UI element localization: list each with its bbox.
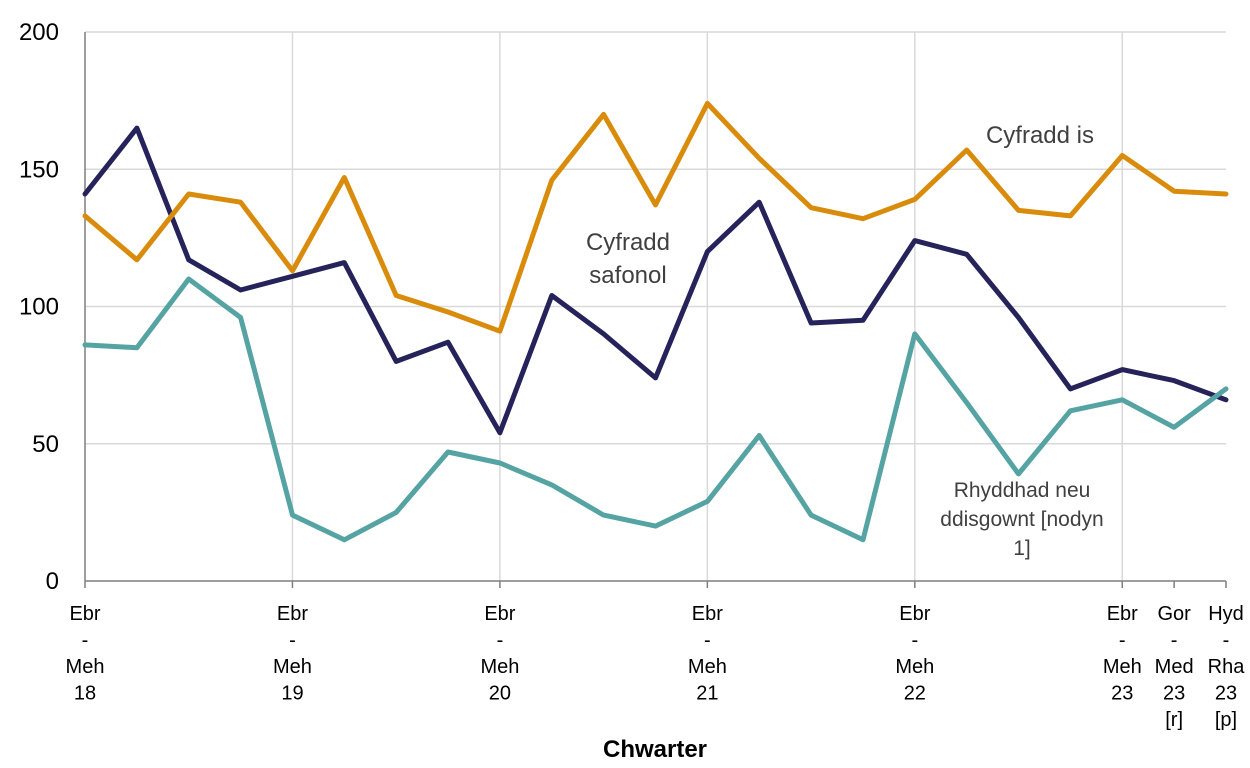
y-tick-label: 50	[32, 431, 59, 458]
y-tick-label: 0	[46, 568, 59, 595]
series-label-rhyddhad-neu-ddisgownt-nodyn-1: Rhyddhad neu ddisgownt [nodyn 1]	[940, 479, 1103, 560]
series-lines	[82, 100, 1229, 543]
x-tick-label: Ebr -Meh 21	[688, 603, 727, 705]
x-tick-label: Ebr -Meh 23	[1103, 603, 1142, 705]
x-tick-label: Gor -Med 23 [r]	[1155, 603, 1194, 731]
series-label-cyfradd-is: Cyfradd is	[986, 122, 1094, 149]
series-labels: Cyfradd safonol Cyfradd is Rhyddhad neu ddis…	[586, 122, 1104, 560]
series-line-cyfradd-is	[82, 100, 1229, 334]
series-line-rhyddhad-neu-ddisgownt-nodyn-1	[82, 276, 1229, 543]
x-tick-label: Ebr -Meh 19	[273, 603, 312, 705]
y-axis-tick-labels: 0 50 100 150 200	[19, 19, 59, 595]
x-tick-label: Ebr -Meh 22	[895, 603, 934, 705]
axes	[84, 32, 1227, 588]
y-tick-label: 150	[19, 156, 59, 183]
gridlines	[85, 31, 1226, 581]
x-tick-label: Ebr -Meh 20	[480, 603, 519, 705]
series-label-cyfradd-safonol: Cyfradd safonol	[586, 229, 670, 289]
x-tick-label: Ebr -Meh 18	[66, 603, 105, 705]
series-line-cyfradd-safonol	[82, 125, 1229, 436]
x-axis-tick-labels: Ebr -Meh 18 Ebr -Meh 19 Ebr -Meh 20 Ebr -Meh 21 Ebr -…	[66, 603, 1246, 731]
y-tick-label: 100	[19, 294, 59, 321]
x-axis-title: Chwarter	[603, 736, 707, 763]
y-tick-label: 200	[19, 19, 59, 46]
x-tick-label: Hyd -Rha 23 [p]	[1208, 603, 1246, 731]
